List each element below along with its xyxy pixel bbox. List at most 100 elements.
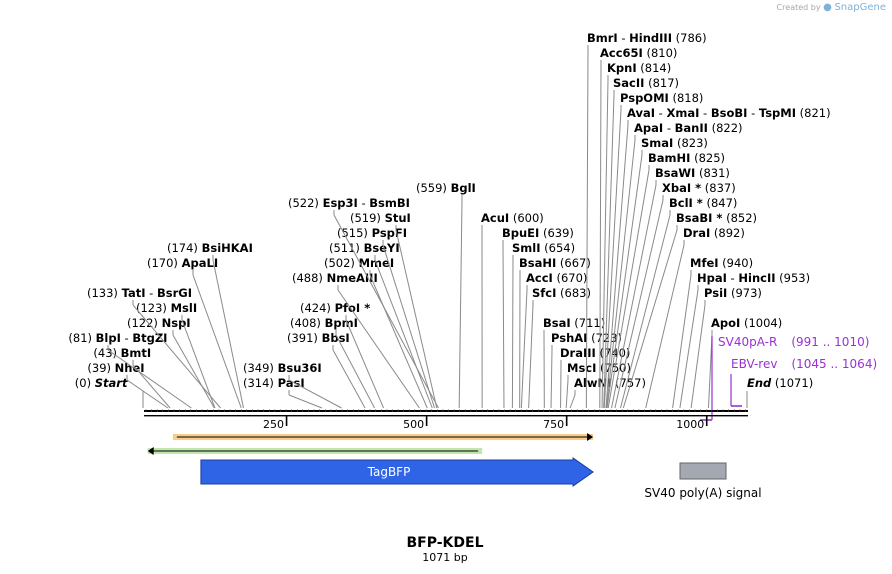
site-connector (192, 274, 242, 409)
site-bseyi: (511) BseYI (329, 241, 433, 409)
enzyme-name: XmaI (667, 106, 700, 120)
site-kpni: KpnI (814) (601, 61, 672, 409)
site-connector (679, 289, 699, 409)
site-sacii: SacII (817) (603, 76, 679, 409)
site-connector (288, 379, 342, 409)
site-bmti: (43) BmtI (93, 346, 171, 409)
enzyme-name: PshAI (551, 331, 587, 345)
site-connector (606, 154, 643, 409)
enzyme-name: PspOMI (620, 91, 669, 105)
site-xbai: XbaI * (837) (614, 181, 736, 409)
site-connector (511, 259, 514, 409)
primer-label: SV40pA-R (991 .. 1010) (718, 335, 869, 349)
scale-tick-label: 750 (543, 418, 564, 431)
enzyme-name: ApoI (711, 316, 740, 330)
enzyme-name: BsrGI (157, 286, 192, 300)
site-label: HpaI - HincII (953) (697, 271, 810, 285)
site-position: (823) (673, 136, 708, 150)
site-connector (107, 349, 192, 409)
scale-tick-label: 1000 (676, 418, 704, 431)
site-position: (825) (690, 151, 725, 165)
site-connector (132, 304, 221, 409)
enzyme-name: SmaI (641, 136, 673, 150)
feature-sv40-poly-a-signal: SV40 poly(A) signal (644, 462, 762, 500)
site-position: (817) (644, 76, 679, 90)
site-connector (672, 274, 692, 409)
site-nmeaiii: (488) NmeAIII (292, 271, 420, 409)
enzyme-separator: - (618, 31, 629, 45)
site-bsihkai: (174) BsiHKAI (167, 241, 253, 409)
enzyme-name: BanII (675, 121, 708, 135)
site-label: MfeI (940) (690, 256, 753, 270)
site-acci: AccI (670) (520, 271, 587, 409)
enzyme-separator: - (358, 196, 369, 210)
site-smai: SmaI (823) (606, 136, 708, 409)
site-position: (174) (167, 241, 202, 255)
site-label: SmlI (654) (512, 241, 575, 255)
site-bsawi: BsaWI (831) (611, 166, 730, 409)
site-position: (639) (539, 226, 574, 240)
enzyme-separator: - (146, 286, 157, 300)
enzyme-name: Acc65I (600, 46, 643, 60)
enzyme-name: BsaHI (519, 256, 556, 270)
site-label: (511) BseYI (329, 241, 400, 255)
site-position: (502) (324, 256, 359, 270)
snapgene-watermark: Created by ● SnapGene (776, 2, 886, 13)
site-blpi-btgzi: (81) BlpI - BtgZI (68, 331, 192, 409)
enzyme-name: BsmBI (369, 196, 410, 210)
site-bamhi: BamHI (825) (607, 151, 725, 409)
site-pspomi: PspOMI (818) (603, 91, 703, 409)
enzyme-name: DraI (683, 226, 710, 240)
backbone-bottom-strand (144, 415, 748, 417)
site-bsabi: BsaBI * (852) (622, 211, 757, 409)
site-pasi: (314) PasI (243, 376, 323, 409)
site-label: SmaI (823) (641, 136, 708, 150)
site-label: (133) TatI - BsrGI (87, 286, 192, 300)
site-label: (123) MslI (136, 301, 197, 315)
site-label: BclI * (847) (669, 196, 737, 210)
site-connector (605, 124, 629, 409)
enzyme-name: BtgZI (132, 331, 167, 345)
site-end: End (1071) (746, 376, 813, 408)
enzyme-separator: - (121, 331, 132, 345)
enzyme-name: SfcI (532, 286, 556, 300)
enzyme-name: BsiHKAI (202, 241, 253, 255)
enzyme-name: PasI (278, 376, 305, 390)
site-connector (288, 394, 323, 409)
feature-label: SV40 poly(A) signal (644, 486, 761, 500)
site-connector (335, 334, 376, 409)
enzyme-separator: - (727, 271, 738, 285)
enzyme-name: HincII (738, 271, 775, 285)
site-label: AccI (670) (526, 271, 587, 285)
site-position: (123) (136, 301, 171, 315)
enzyme-name: BsaBI * (676, 211, 722, 225)
site-position: (519) (350, 211, 385, 225)
site-bcli: BclI * (847) (620, 196, 737, 409)
site-position: (822) (708, 121, 743, 135)
snapgene-logo-icon: ● (823, 2, 832, 13)
site-position: (814) (637, 61, 672, 75)
feature-tagbfp: TagBFP (200, 457, 594, 487)
site-position: (424) (300, 301, 335, 315)
enzyme-separator: - (747, 106, 758, 120)
enzyme-name: MscI (567, 361, 596, 375)
site-bsu36i: (349) Bsu36I (243, 361, 342, 409)
site-sfci: SfcI (683) (528, 286, 591, 409)
backbone-top-strand (144, 410, 748, 412)
site-connector (565, 379, 569, 409)
enzyme-name: DraIII (560, 346, 596, 360)
site-label: PspOMI (818) (620, 91, 703, 105)
site-label: AcuI (600) (481, 211, 544, 225)
site-label: (43) BmtI (93, 346, 151, 360)
site-label: ApaI - BanII (822) (634, 121, 743, 135)
site-label: (349) Bsu36I (243, 361, 322, 375)
enzyme-name: BmtI (121, 346, 152, 360)
site-acui: AcuI (600) (481, 211, 544, 409)
enzyme-separator: - (663, 121, 674, 135)
enzyme-name: AccI (526, 271, 553, 285)
site-drai: DraI (892) (645, 226, 745, 409)
site-nspi: (122) NspI (127, 316, 215, 409)
site-position: (600) (509, 211, 544, 225)
feature-orf-1 (147, 447, 483, 455)
site-position: (511) (329, 241, 364, 255)
